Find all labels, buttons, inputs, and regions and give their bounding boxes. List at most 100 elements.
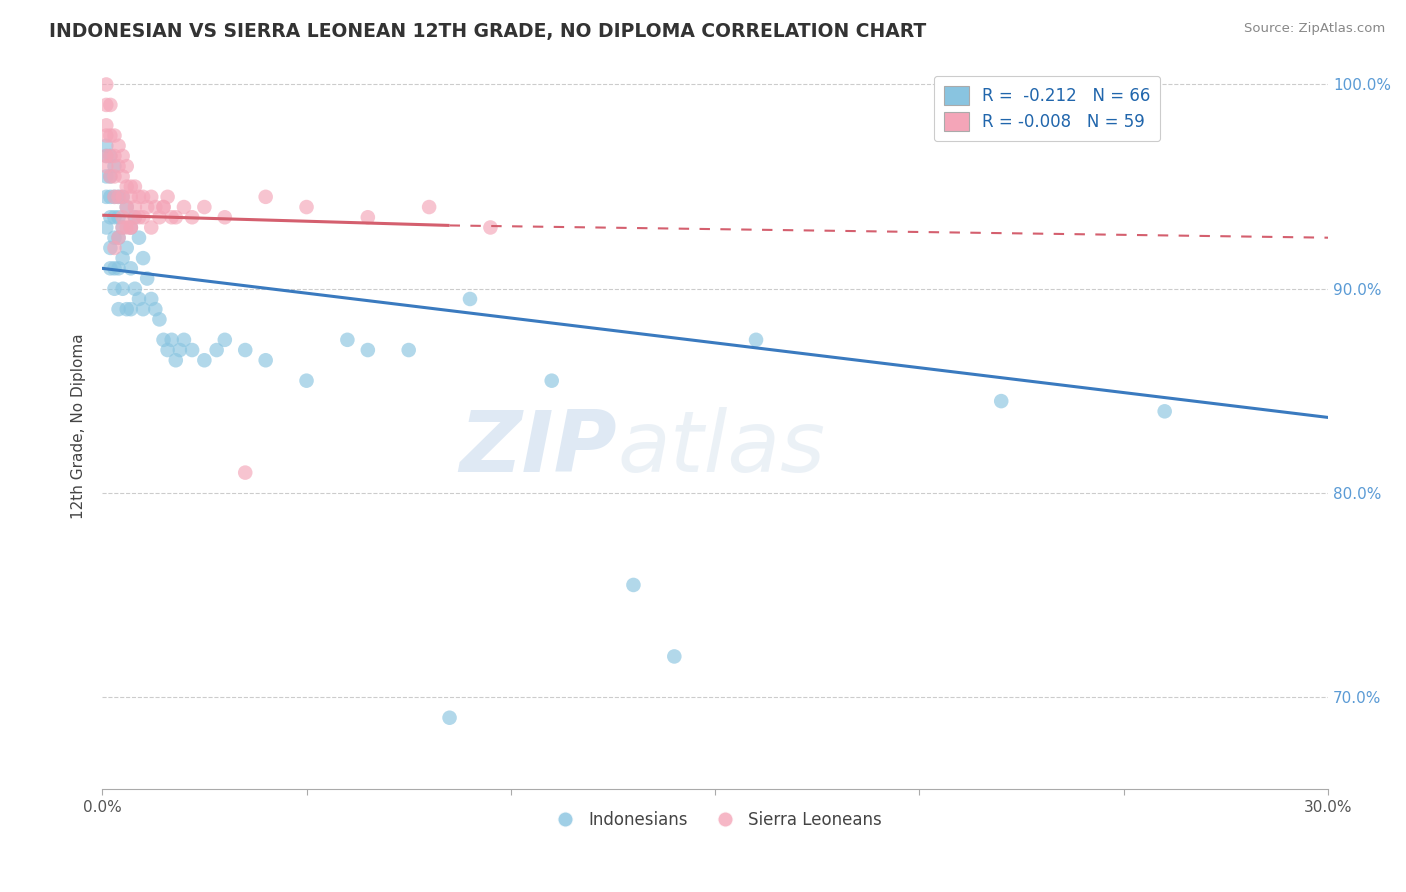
Point bbox=[111, 220, 134, 235]
Point bbox=[96, 220, 118, 235]
Point bbox=[96, 190, 118, 204]
Text: INDONESIAN VS SIERRA LEONEAN 12TH GRADE, NO DIPLOMA CORRELATION CHART: INDONESIAN VS SIERRA LEONEAN 12TH GRADE,… bbox=[49, 22, 927, 41]
Point bbox=[128, 230, 150, 244]
Point bbox=[254, 190, 277, 204]
Point bbox=[103, 190, 125, 204]
Point bbox=[120, 179, 142, 194]
Point bbox=[107, 190, 129, 204]
Point bbox=[111, 169, 134, 184]
Point bbox=[111, 190, 134, 204]
Point bbox=[143, 302, 166, 317]
Point bbox=[193, 200, 215, 214]
Point bbox=[111, 220, 134, 235]
Point bbox=[128, 292, 150, 306]
Point bbox=[103, 190, 125, 204]
Point bbox=[254, 353, 277, 368]
Point bbox=[214, 211, 236, 225]
Point bbox=[111, 282, 134, 296]
Point bbox=[156, 343, 179, 357]
Point bbox=[107, 190, 129, 204]
Point bbox=[103, 261, 125, 276]
Point bbox=[136, 200, 159, 214]
Point bbox=[357, 211, 380, 225]
Point bbox=[181, 343, 204, 357]
Point bbox=[152, 333, 174, 347]
Point bbox=[152, 200, 174, 214]
Point bbox=[120, 220, 142, 235]
Point bbox=[103, 149, 125, 163]
Point bbox=[623, 578, 645, 592]
Point bbox=[193, 353, 215, 368]
Point bbox=[103, 128, 125, 143]
Point bbox=[111, 251, 134, 265]
Point bbox=[120, 190, 142, 204]
Point bbox=[120, 302, 142, 317]
Point bbox=[96, 119, 118, 133]
Point bbox=[111, 190, 134, 204]
Point bbox=[295, 374, 318, 388]
Point bbox=[103, 159, 125, 173]
Point bbox=[124, 211, 146, 225]
Point bbox=[96, 159, 118, 173]
Point bbox=[1153, 404, 1175, 418]
Point bbox=[96, 138, 118, 153]
Point bbox=[169, 343, 191, 357]
Point bbox=[439, 711, 461, 725]
Point bbox=[107, 230, 129, 244]
Point bbox=[664, 649, 686, 664]
Point bbox=[990, 394, 1012, 409]
Point bbox=[165, 211, 187, 225]
Point bbox=[96, 149, 118, 163]
Point bbox=[173, 200, 195, 214]
Point bbox=[115, 302, 138, 317]
Point bbox=[111, 211, 134, 225]
Point bbox=[124, 200, 146, 214]
Point bbox=[100, 169, 122, 184]
Point bbox=[120, 220, 142, 235]
Point bbox=[160, 333, 183, 347]
Point bbox=[103, 211, 125, 225]
Text: ZIP: ZIP bbox=[460, 407, 617, 490]
Point bbox=[100, 190, 122, 204]
Point bbox=[148, 211, 170, 225]
Point bbox=[165, 353, 187, 368]
Point bbox=[115, 241, 138, 255]
Point bbox=[214, 333, 236, 347]
Point bbox=[100, 149, 122, 163]
Point bbox=[141, 220, 163, 235]
Point bbox=[107, 302, 129, 317]
Point bbox=[115, 200, 138, 214]
Point bbox=[100, 169, 122, 184]
Point bbox=[107, 159, 129, 173]
Point bbox=[136, 271, 159, 285]
Text: Source: ZipAtlas.com: Source: ZipAtlas.com bbox=[1244, 22, 1385, 36]
Point bbox=[160, 211, 183, 225]
Point bbox=[103, 241, 125, 255]
Point bbox=[336, 333, 359, 347]
Point bbox=[540, 374, 562, 388]
Point bbox=[103, 230, 125, 244]
Point bbox=[418, 200, 440, 214]
Text: atlas: atlas bbox=[617, 407, 825, 490]
Point bbox=[107, 211, 129, 225]
Point bbox=[132, 190, 155, 204]
Point bbox=[124, 179, 146, 194]
Point bbox=[120, 261, 142, 276]
Point bbox=[233, 343, 256, 357]
Point bbox=[132, 251, 155, 265]
Point bbox=[100, 211, 122, 225]
Point bbox=[96, 169, 118, 184]
Point bbox=[148, 312, 170, 326]
Point bbox=[745, 333, 768, 347]
Point bbox=[124, 282, 146, 296]
Point bbox=[173, 333, 195, 347]
Point bbox=[107, 261, 129, 276]
Point bbox=[103, 169, 125, 184]
Point bbox=[479, 220, 502, 235]
Point bbox=[120, 220, 142, 235]
Point bbox=[128, 211, 150, 225]
Point bbox=[143, 200, 166, 214]
Point bbox=[111, 149, 134, 163]
Point bbox=[96, 98, 118, 112]
Point bbox=[107, 138, 129, 153]
